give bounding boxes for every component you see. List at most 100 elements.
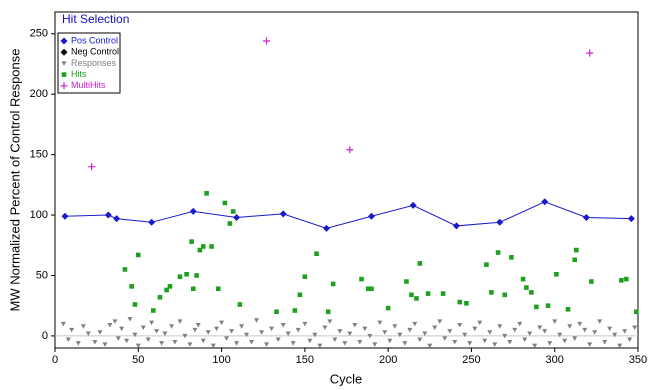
triangle-marker xyxy=(387,338,393,344)
square-marker xyxy=(237,302,243,307)
diamond-marker xyxy=(627,215,635,223)
triangle-marker xyxy=(397,332,403,338)
triangle-marker xyxy=(115,336,121,341)
square-marker xyxy=(589,279,594,284)
triangle-marker xyxy=(65,337,71,343)
triangle-marker xyxy=(432,325,438,330)
triangle-marker xyxy=(280,323,286,328)
triangle-marker xyxy=(357,339,363,345)
triangle-marker xyxy=(172,339,178,345)
square-marker xyxy=(359,276,364,282)
square-marker xyxy=(302,274,308,279)
triangle-marker xyxy=(567,324,573,329)
triangle-marker xyxy=(602,339,608,345)
square-marker xyxy=(495,250,501,255)
triangle-marker xyxy=(200,338,206,344)
legend-box xyxy=(57,32,121,94)
triangle-marker xyxy=(532,343,538,349)
legend-label: Responses xyxy=(71,58,117,68)
triangle-marker xyxy=(254,318,260,323)
plus-marker xyxy=(586,49,594,57)
diamond-marker xyxy=(148,218,156,226)
triangle-marker xyxy=(124,338,130,344)
triangle-marker xyxy=(537,325,543,330)
square-marker xyxy=(554,271,559,277)
square-marker xyxy=(61,72,67,77)
triangle-marker xyxy=(542,329,548,334)
triangle-marker xyxy=(452,339,458,345)
triangle-marker xyxy=(477,320,483,326)
triangle-marker xyxy=(472,326,478,332)
square-marker xyxy=(129,284,134,289)
triangle-marker xyxy=(457,323,463,328)
triangle-marker xyxy=(367,333,373,339)
triangle-marker xyxy=(547,341,553,346)
triangle-marker xyxy=(527,331,533,336)
square-marker xyxy=(135,252,141,258)
square-marker xyxy=(177,274,183,279)
triangle-marker xyxy=(382,330,388,335)
plus-marker xyxy=(88,163,96,171)
square-marker xyxy=(619,278,624,283)
y-tick-label: 200 xyxy=(30,88,48,100)
triangle-marker xyxy=(154,329,160,334)
diamond-marker xyxy=(233,213,241,221)
triangle-marker xyxy=(447,329,453,334)
triangle-marker xyxy=(322,325,328,330)
triangle-marker xyxy=(145,337,151,343)
triangle-marker xyxy=(597,319,603,324)
triangle-marker xyxy=(622,329,628,334)
triangle-marker xyxy=(275,337,281,343)
triangle-marker xyxy=(169,324,175,329)
square-marker xyxy=(414,296,419,301)
square-marker xyxy=(132,302,138,307)
x-tick-label: 300 xyxy=(546,354,564,366)
triangle-marker xyxy=(97,330,103,335)
legend-label: Pos Control xyxy=(71,35,118,45)
y-tick-label: 150 xyxy=(30,149,48,161)
triangle-marker xyxy=(627,337,633,343)
triangle-marker xyxy=(162,331,168,336)
triangle-marker xyxy=(312,332,318,338)
chart-title: Hit Selection xyxy=(62,12,129,26)
triangle-marker xyxy=(214,326,220,332)
square-marker xyxy=(529,290,534,295)
triangle-marker xyxy=(632,325,638,330)
square-marker xyxy=(230,209,236,214)
triangle-marker xyxy=(407,327,413,333)
square-marker xyxy=(545,303,551,308)
triangle-marker xyxy=(102,342,108,347)
triangle-marker xyxy=(427,343,433,349)
square-marker xyxy=(215,286,221,292)
square-marker xyxy=(409,292,414,298)
triangle-marker xyxy=(285,331,291,336)
square-marker xyxy=(369,286,374,292)
triangle-marker xyxy=(239,324,245,329)
triangle-marker xyxy=(60,321,66,327)
triangle-marker xyxy=(132,332,138,338)
triangle-marker xyxy=(442,336,448,341)
square-marker xyxy=(502,292,508,298)
triangle-marker xyxy=(259,330,265,335)
x-axis-title: Cycle xyxy=(330,371,363,386)
triangle-marker xyxy=(417,337,423,343)
triangle-marker xyxy=(249,339,255,345)
x-tick-label: 200 xyxy=(379,354,397,366)
diamond-marker xyxy=(452,222,460,230)
y-tick-label: 100 xyxy=(30,209,48,221)
x-tick-label: 150 xyxy=(296,354,314,366)
plus-marker xyxy=(60,82,68,90)
triangle-marker xyxy=(422,331,428,336)
triangle-marker xyxy=(497,324,503,329)
square-marker xyxy=(184,271,189,277)
triangle-marker xyxy=(192,327,198,333)
triangle-marker xyxy=(140,325,146,330)
triangle-marker xyxy=(342,341,348,346)
triangle-marker xyxy=(159,341,165,346)
square-marker xyxy=(189,239,194,244)
square-marker xyxy=(157,294,163,300)
triangle-marker xyxy=(577,321,583,327)
square-marker xyxy=(209,244,214,249)
triangle-marker xyxy=(562,338,568,344)
triangle-marker xyxy=(467,341,473,346)
